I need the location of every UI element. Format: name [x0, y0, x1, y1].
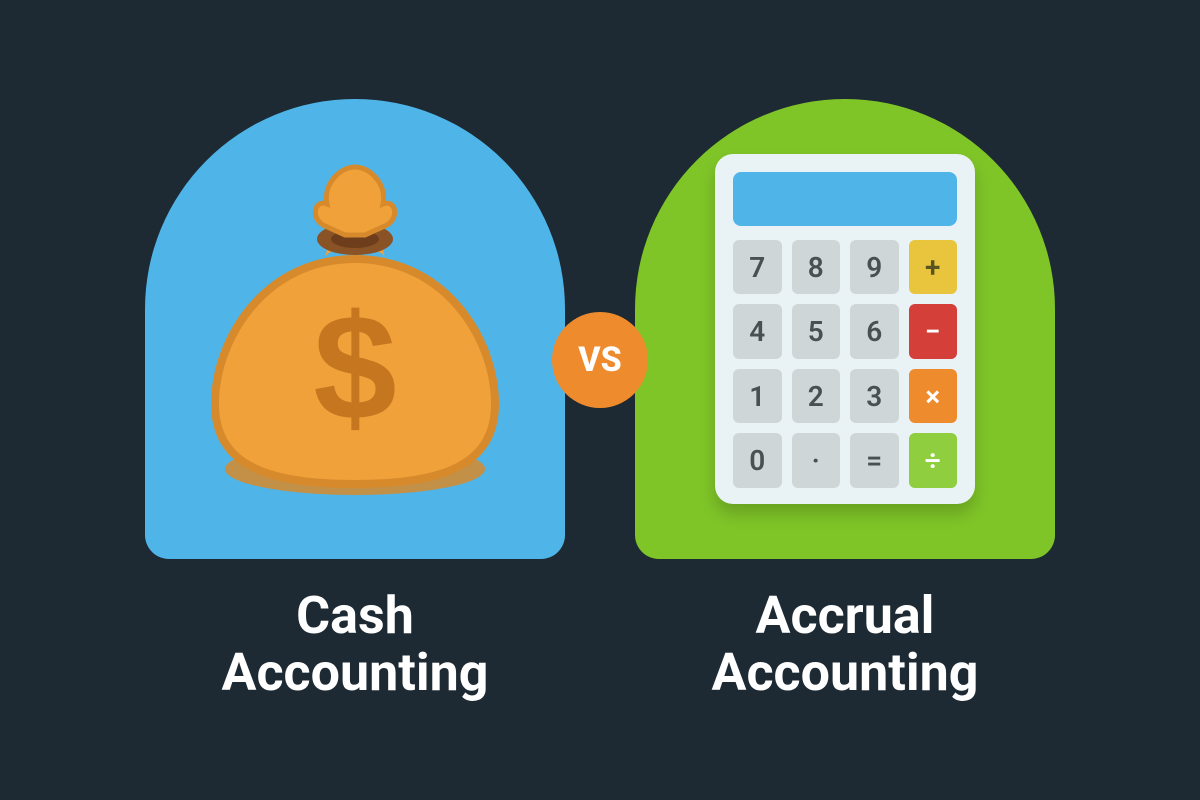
calc-key: =: [850, 433, 899, 488]
calc-key: ÷: [909, 433, 958, 488]
calc-key: 1: [733, 369, 782, 424]
calc-key: −: [909, 304, 958, 359]
calc-key: 9: [850, 240, 899, 295]
calc-key: 4: [733, 304, 782, 359]
calc-key: 3: [850, 369, 899, 424]
money-bag-icon: $: [195, 149, 515, 509]
left-label: Cash Accounting: [222, 587, 489, 701]
svg-text:$: $: [313, 283, 396, 451]
calc-key: ×: [909, 369, 958, 424]
calc-key: 7: [733, 240, 782, 295]
vs-text: VS: [578, 340, 621, 380]
right-panel: 789+456− 123× 0·=÷ Accrual Accounting: [635, 99, 1055, 701]
calc-key: 6: [850, 304, 899, 359]
calculator-keypad: 789+456− 123× 0·=÷: [733, 240, 957, 488]
left-panel: $ Cash Accounting: [145, 99, 565, 701]
right-arch: 789+456− 123× 0·=÷: [635, 99, 1055, 559]
calc-key: 2: [792, 369, 841, 424]
calc-key: 8: [792, 240, 841, 295]
vs-badge: VS: [552, 312, 648, 408]
calc-key: 0: [733, 433, 782, 488]
calc-key: ·: [792, 433, 841, 488]
calculator-icon: 789+456− 123× 0·=÷: [715, 154, 975, 504]
right-label: Accrual Accounting: [712, 587, 979, 701]
left-arch: $: [145, 99, 565, 559]
calculator-screen: [733, 172, 957, 226]
calc-key: +: [909, 240, 958, 295]
calc-key: 5: [792, 304, 841, 359]
